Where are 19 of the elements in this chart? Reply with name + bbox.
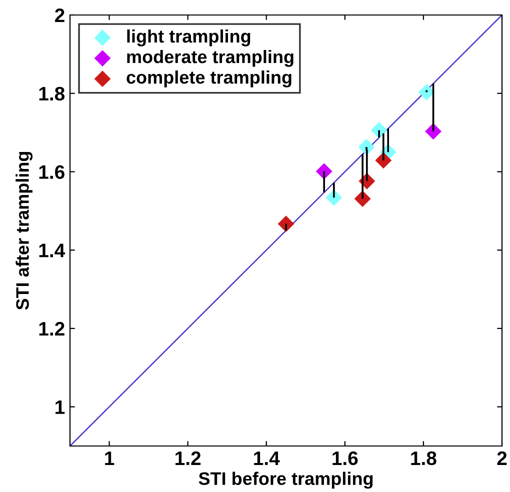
x-tick-label: 1.2 xyxy=(176,451,201,465)
point xyxy=(425,123,442,140)
point xyxy=(418,84,435,100)
x-tick-label: 1.8 xyxy=(411,451,436,466)
x-axis-title: STI before trampling xyxy=(198,472,373,489)
y-tick-label: 1 xyxy=(56,400,65,414)
x-tick-label: 2 xyxy=(497,451,507,465)
y-tick-label: 1.8 xyxy=(39,86,65,101)
x-tick-label: 1 xyxy=(105,452,114,465)
x-tick-label: 1.4 xyxy=(254,452,280,465)
legend-label: light trampling xyxy=(127,29,250,46)
legend-label: complete trampling xyxy=(126,70,292,88)
y-tick-label: 1.2 xyxy=(39,322,64,336)
legend-label: moderate trampling xyxy=(127,50,294,67)
x-tick-label: 1.6 xyxy=(332,451,358,466)
y-tick-label: 2 xyxy=(55,8,64,22)
y-axis-title: STI after trampling xyxy=(16,152,33,310)
y-tick-label: 1.6 xyxy=(39,165,64,179)
y-tick-label: 1.4 xyxy=(39,244,66,258)
